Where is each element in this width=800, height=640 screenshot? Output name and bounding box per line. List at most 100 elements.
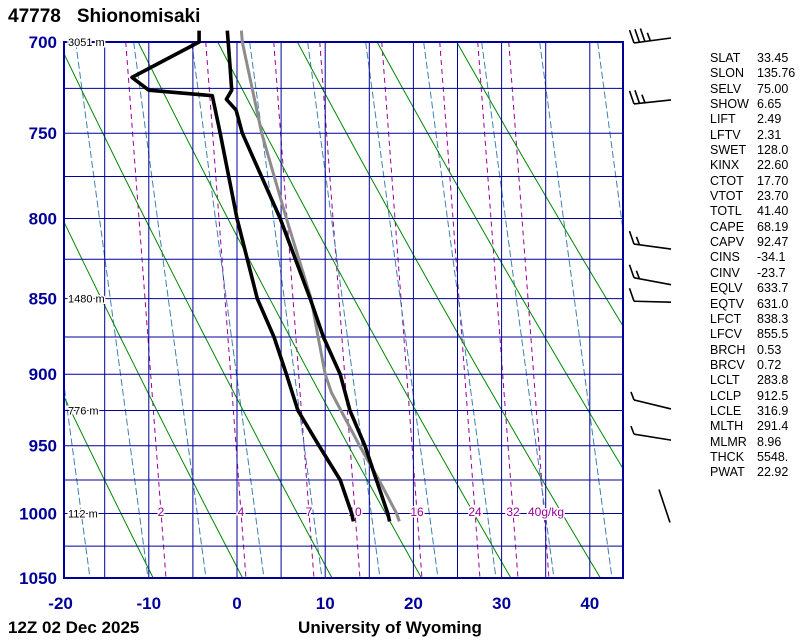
- stat-value: 0.53: [757, 342, 782, 357]
- stat-value: 2.31: [757, 127, 782, 142]
- parcel-trace: [239, 30, 401, 522]
- wind-barb: [630, 391, 672, 410]
- svg-text:950: 950: [29, 437, 57, 456]
- stat-label: TOTL: [710, 204, 742, 219]
- stat-label: BRCV: [710, 357, 745, 372]
- stat-label: CINS: [710, 250, 740, 265]
- wind-barb: [628, 264, 672, 286]
- plot-border: [63, 41, 624, 579]
- credit-text: University of Wyoming: [298, 618, 482, 637]
- stat-row: TOTL 41.40: [710, 204, 795, 219]
- svg-text:40g/kg: 40g/kg: [528, 505, 564, 519]
- svg-text:16: 16: [410, 505, 424, 519]
- svg-text:-20: -20: [48, 594, 73, 613]
- stat-label: EQTV: [710, 296, 745, 311]
- stat-row: CINV -23.7: [710, 266, 795, 281]
- stat-label: CAPV: [710, 235, 745, 250]
- grid-lines: [64, 41, 623, 579]
- svg-text:750: 750: [29, 124, 57, 143]
- svg-text:10: 10: [316, 594, 335, 613]
- stats-panel: SLAT 33.45 SLON 135.76 SELV 75.00 SHOW 6.65 LIFT…: [710, 51, 795, 481]
- wind-barb: [628, 230, 672, 250]
- svg-text:7: 7: [306, 505, 313, 519]
- stat-value: 912.5: [757, 388, 789, 403]
- stat-value: 135.76: [757, 66, 796, 81]
- stat-row: SWET 128.0: [710, 143, 795, 158]
- stat-value: 316.9: [757, 403, 789, 418]
- temperature-axis-labels: -20 -10 0 10 20 30 40: [48, 594, 599, 613]
- stat-value: 22.92: [757, 465, 789, 480]
- stat-row: LCLE 316.9: [710, 404, 795, 419]
- stat-label: MLTH: [710, 419, 744, 434]
- svg-text:850: 850: [29, 290, 57, 309]
- wind-barb: [630, 425, 672, 441]
- stat-row: SELV 75.00: [710, 82, 795, 97]
- stat-row: LCLP 912.5: [710, 389, 795, 404]
- stat-row: MLMR 8.96: [710, 435, 795, 450]
- dewpoint-trace: [130, 30, 356, 522]
- stat-label: KINX: [710, 158, 740, 173]
- svg-text:800: 800: [29, 210, 57, 229]
- mixing-ratio-labels: 2 4 7 10 16 24 32 40g/kg: [156, 504, 565, 521]
- stat-label: LCLT: [710, 373, 740, 388]
- stat-row: LFCV 855.5: [710, 327, 795, 342]
- pressure-axis-labels: 700 750 800 850 900 950 1000 1050: [19, 33, 57, 588]
- stat-label: CTOT: [710, 173, 744, 188]
- svg-text:0: 0: [232, 594, 241, 613]
- stat-label: THCK: [710, 449, 745, 464]
- wind-barb: [628, 28, 672, 44]
- svg-text:1000: 1000: [19, 505, 57, 524]
- stat-value: 68.19: [757, 219, 789, 234]
- stat-value: 92.47: [757, 235, 789, 250]
- stat-label: CAPE: [710, 219, 745, 234]
- svg-text:3051 m: 3051 m: [68, 37, 105, 49]
- mixing-ratio-lines: [125, 42, 550, 578]
- station-id: 47778: [8, 6, 61, 27]
- wind-barb: [658, 489, 671, 523]
- stat-row: SHOW 6.65: [710, 97, 795, 112]
- station-name: Shionomisaki: [76, 6, 201, 27]
- moist-adiabats: [64, 42, 623, 578]
- page-title: 47778 Shionomisaki: [8, 6, 200, 28]
- wind-barbs: [628, 28, 672, 523]
- stat-label: SLON: [710, 66, 745, 81]
- stat-label: LCLP: [710, 388, 742, 403]
- svg-text:24: 24: [468, 505, 482, 519]
- stat-label: VTOT: [710, 189, 744, 204]
- stat-label: SELV: [710, 81, 742, 96]
- svg-text:-10: -10: [137, 594, 162, 613]
- svg-text:30: 30: [492, 594, 511, 613]
- stat-row: EQTV 631.0: [710, 297, 795, 312]
- svg-text:2: 2: [158, 505, 165, 519]
- stat-row: CAPE 68.19: [710, 220, 795, 235]
- stat-value: 631.0: [757, 296, 789, 311]
- stat-row: SLAT 33.45: [710, 51, 795, 66]
- stat-row: LCLT 283.8: [710, 373, 795, 388]
- svg-text:40: 40: [580, 594, 599, 613]
- stat-value: 17.70: [757, 173, 789, 188]
- stat-value: 33.45: [757, 51, 789, 65]
- stat-value: 23.70: [757, 189, 789, 204]
- stat-label: SLAT: [710, 51, 741, 65]
- stat-row: SLON 135.76: [710, 66, 795, 81]
- stat-row: BRCH 0.53: [710, 343, 795, 358]
- stat-label: LCLE: [710, 403, 742, 418]
- stat-row: CTOT 17.70: [710, 174, 795, 189]
- stat-row: CAPV 92.47: [710, 235, 795, 250]
- svg-text:32: 32: [506, 505, 520, 519]
- stat-row: THCK 5548.: [710, 450, 795, 465]
- svg-text:20: 20: [404, 594, 423, 613]
- stat-value: 855.5: [757, 327, 789, 342]
- height-labels: 3051 m 1480 m 776 m 112 m: [67, 36, 107, 523]
- stat-label: MLMR: [710, 434, 747, 449]
- stat-value: -34.1: [757, 250, 786, 265]
- stat-label: EQLV: [710, 281, 743, 296]
- stat-row: BRCV 0.72: [710, 358, 795, 373]
- stat-value: 633.7: [757, 281, 789, 296]
- stat-value: 41.40: [757, 204, 789, 219]
- stat-value: 291.4: [757, 419, 789, 434]
- svg-text:1480 m: 1480 m: [68, 294, 105, 306]
- stat-row: MLTH 291.4: [710, 419, 795, 434]
